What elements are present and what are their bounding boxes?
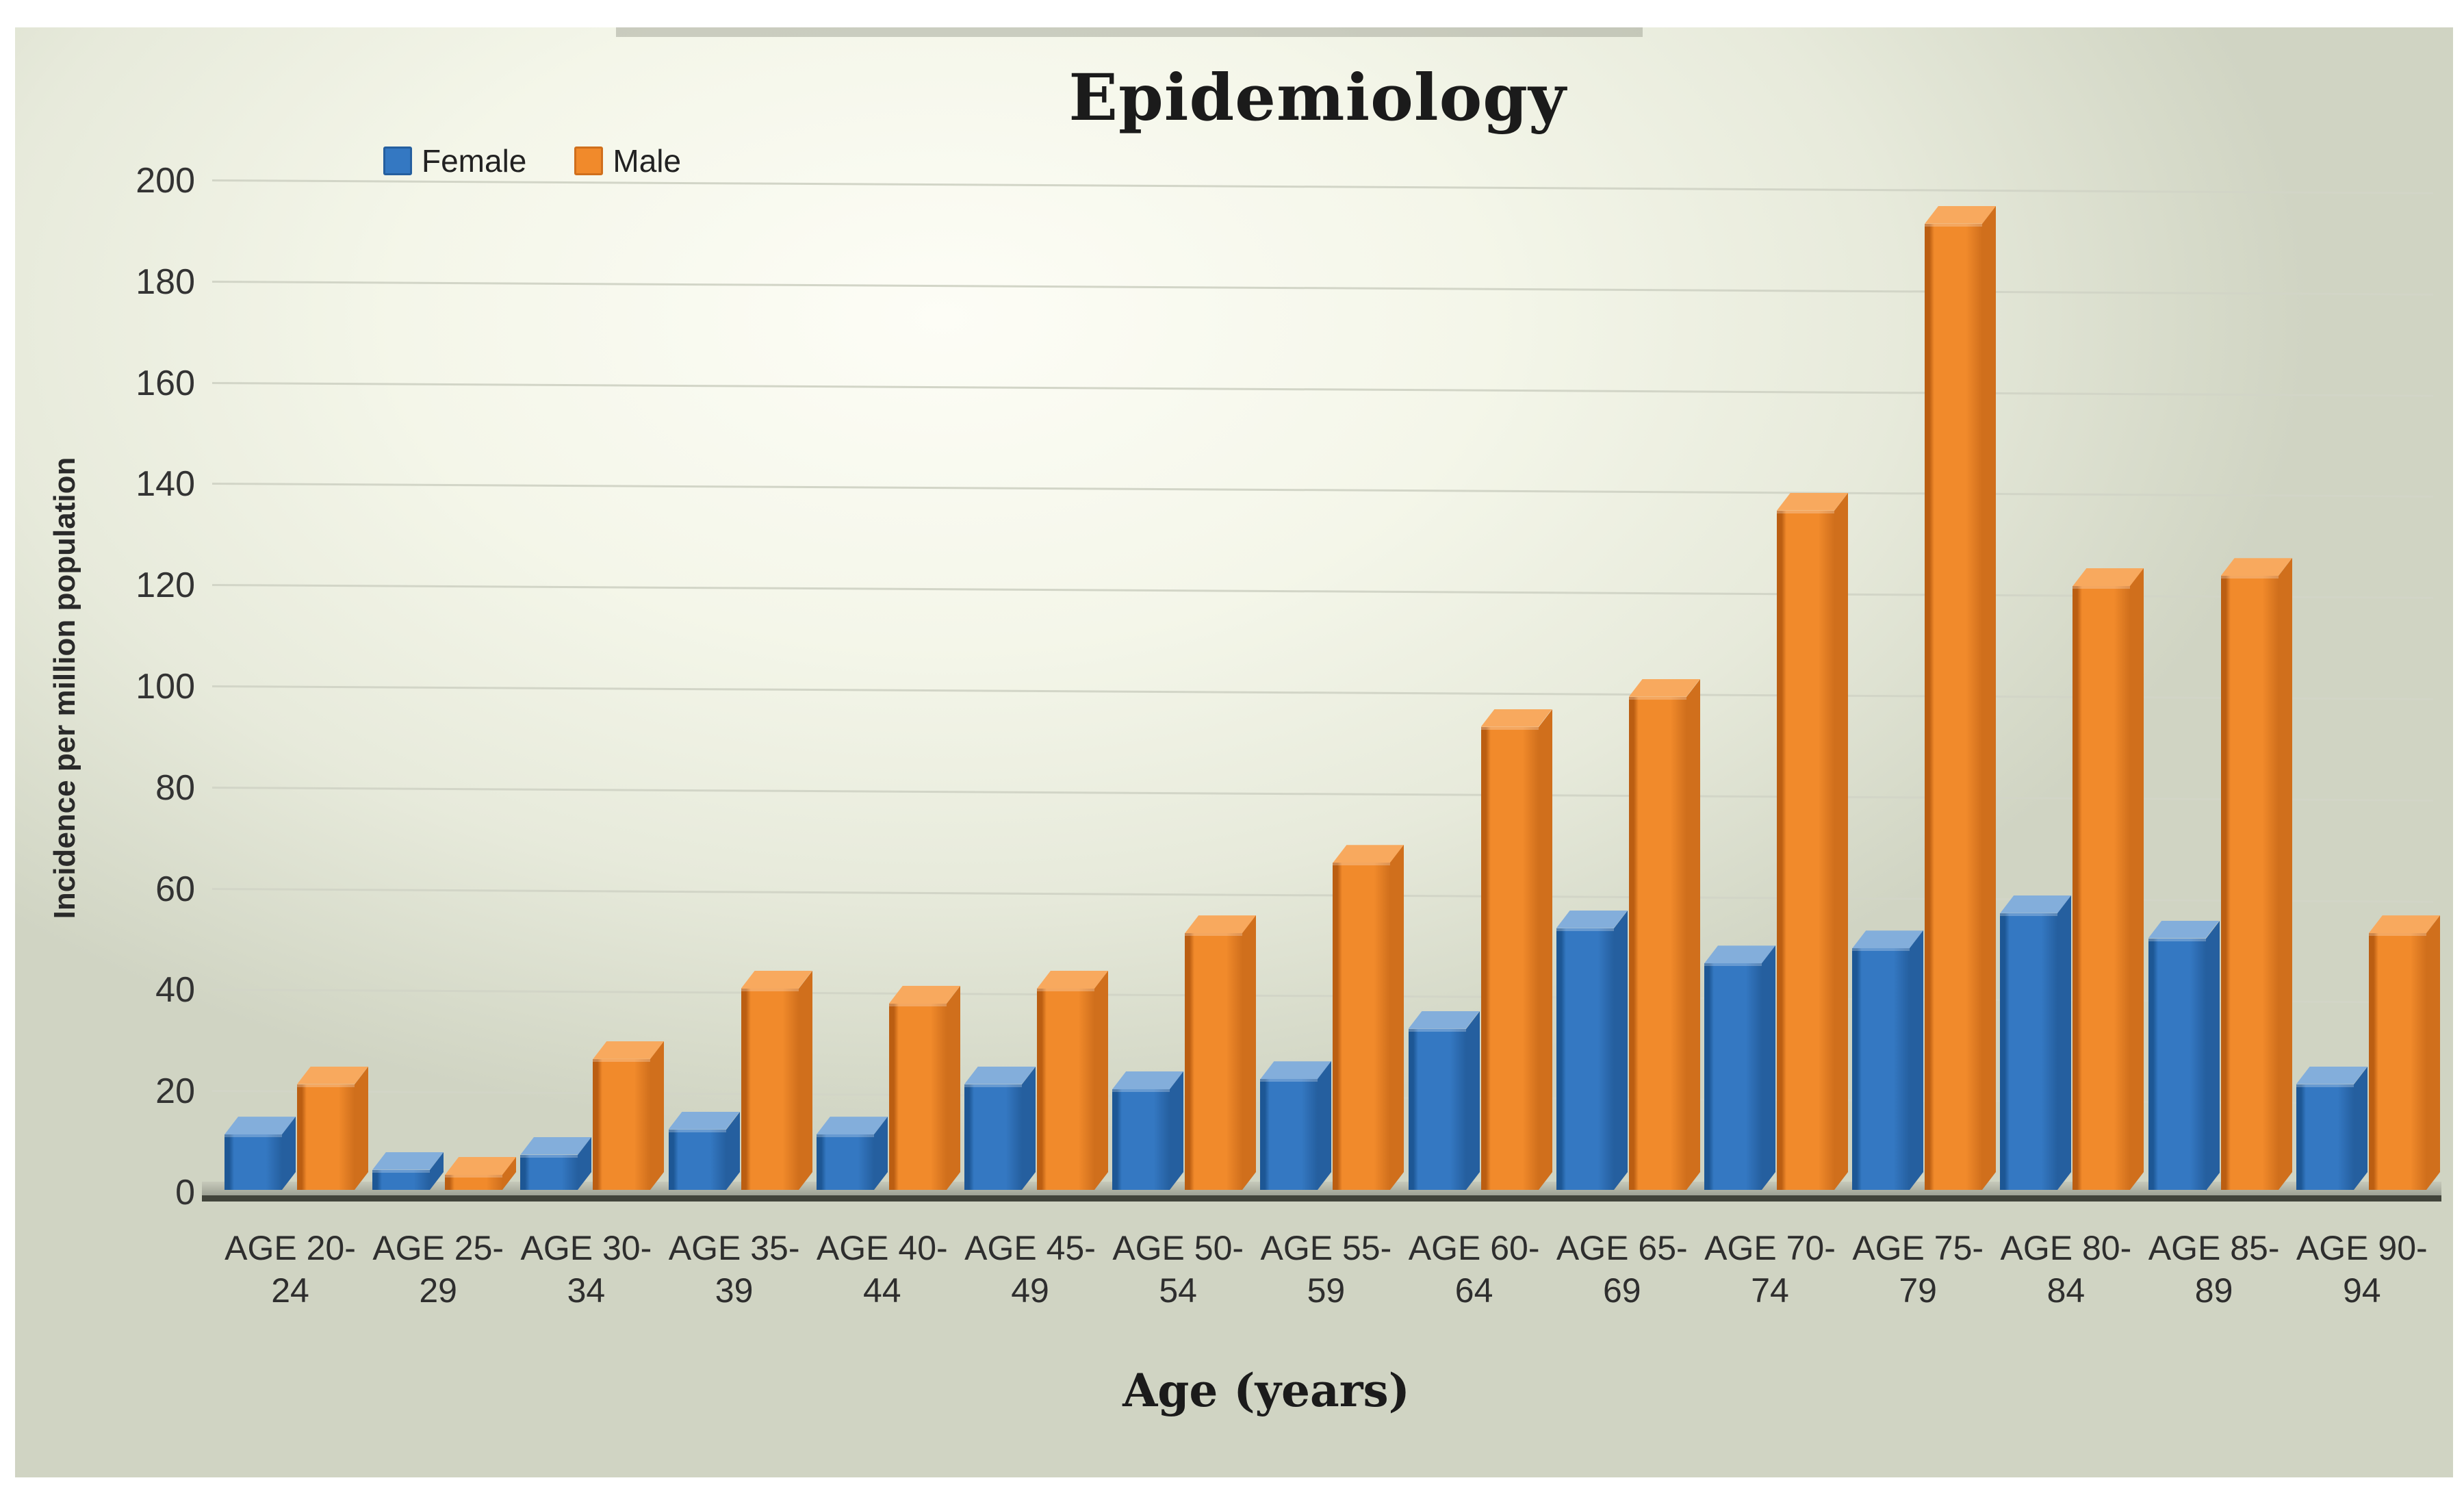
bar-male-age-30-34 [593, 1041, 665, 1190]
x-tick-label-age-35-39: AGE 35- 39 [668, 1229, 800, 1310]
photo-edge-shadow [616, 27, 1643, 37]
x-axis-title: Age (years) [1122, 1364, 1410, 1417]
y-tick-label-60: 60 [155, 869, 195, 909]
bar-female-age-65-69 [1556, 910, 1628, 1190]
bar-female-age-80-84 [2000, 895, 2072, 1190]
bar-male-age-90-94 [2368, 915, 2440, 1190]
bar-side-face [1465, 1010, 1480, 1190]
bar-male-age-60-64 [1480, 709, 1552, 1190]
bar-side-face [1390, 845, 1404, 1190]
bar-male-age-65-69 [1628, 678, 1700, 1190]
x-tick-label-age-55-59: AGE 55- 59 [1260, 1229, 1392, 1310]
bar-side-face [1318, 1061, 1332, 1190]
bar-side-face [1686, 678, 1700, 1190]
x-tick-label-age-25-29: AGE 25- 29 [372, 1229, 504, 1310]
x-tick-label-age-85-89: AGE 85- 89 [2148, 1229, 2280, 1310]
bar-side-face [650, 1041, 665, 1190]
bar-female-age-50-54 [1112, 1071, 1184, 1190]
x-tick-label-age-60-64: AGE 60- 64 [1408, 1229, 1540, 1310]
y-tick-label-120: 120 [136, 565, 195, 606]
male-color-swatch [574, 147, 604, 175]
bar-female-age-90-94 [2296, 1066, 2367, 1190]
bar-male-age-40-44 [888, 986, 960, 1190]
bar-side-face [1170, 1071, 1184, 1190]
x-tick-label-age-45-49: AGE 45- 49 [964, 1229, 1096, 1310]
x-axis-line [202, 1195, 2441, 1202]
bar-side-face [2057, 895, 2072, 1190]
bar-male-age-80-84 [2072, 568, 2144, 1190]
bar-side-face [1910, 930, 1924, 1190]
x-tick-label-age-40-44: AGE 40- 44 [816, 1229, 948, 1310]
bar-male-age-45-49 [1037, 971, 1108, 1190]
bar-male-age-50-54 [1185, 915, 1257, 1190]
y-tick-label-180: 180 [136, 262, 195, 302]
x-tick-label-age-65-69: AGE 65- 69 [1556, 1229, 1688, 1310]
bar-male-age-35-39 [741, 971, 812, 1190]
bar-side-face [1613, 910, 1628, 1190]
legend-label-female: Female [422, 143, 527, 179]
y-tick-label-160: 160 [136, 363, 195, 403]
x-tick-label-age-20-24: AGE 20- 24 [224, 1229, 356, 1310]
slide-background [15, 27, 2453, 1477]
bar-side-face [1982, 205, 1997, 1190]
y-tick-label-100: 100 [136, 667, 195, 707]
bar-side-face [2426, 915, 2440, 1190]
bar-side-face [946, 986, 960, 1190]
bar-female-age-30-34 [520, 1136, 592, 1190]
bar-female-age-70-74 [1704, 945, 1775, 1190]
bar-female-age-40-44 [816, 1117, 888, 1190]
bar-female-age-60-64 [1408, 1010, 1480, 1190]
bar-side-face [1538, 709, 1552, 1190]
chart-title: Epidemiology [1068, 60, 1567, 136]
y-tick-label-20: 20 [155, 1071, 195, 1112]
y-tick-label-140: 140 [136, 464, 195, 505]
legend: Female Male [383, 142, 681, 179]
bar-female-age-35-39 [668, 1111, 740, 1190]
bar-side-face [2130, 568, 2144, 1190]
bar-male-age-75-79 [1925, 205, 1997, 1190]
bar-female-age-75-79 [1852, 930, 1924, 1190]
bar-female-age-20-24 [224, 1117, 296, 1190]
bar-male-age-20-24 [297, 1066, 368, 1190]
female-color-swatch [383, 147, 412, 175]
bar-side-face [1242, 915, 1257, 1190]
legend-item-male: Male [574, 142, 681, 179]
bar-female-age-25-29 [372, 1152, 444, 1190]
x-tick-label-age-80-84: AGE 80- 84 [2000, 1229, 2132, 1310]
bar-male-age-25-29 [445, 1156, 517, 1190]
bar-side-face [1834, 492, 1848, 1190]
x-tick-label-age-90-94: AGE 90- 94 [2296, 1229, 2428, 1310]
bar-male-age-85-89 [2220, 558, 2292, 1190]
bar-side-face [1762, 945, 1775, 1190]
bar-female-age-45-49 [964, 1066, 1036, 1190]
x-tick-label-age-70-74: AGE 70- 74 [1704, 1229, 1836, 1310]
bar-male-age-70-74 [1777, 492, 1848, 1190]
y-tick-label-200: 200 [136, 161, 195, 201]
legend-item-female: Female [383, 142, 526, 179]
bar-side-face [2205, 920, 2220, 1190]
bar-female-age-55-59 [1260, 1061, 1332, 1190]
bar-side-face [2353, 1066, 2367, 1190]
y-tick-label-80: 80 [155, 767, 195, 808]
bar-female-age-85-89 [2148, 920, 2220, 1190]
bar-side-face [2278, 558, 2292, 1190]
bar-side-face [1094, 971, 1108, 1190]
x-tick-label-age-75-79: AGE 75- 79 [1852, 1229, 1984, 1310]
x-tick-label-age-50-54: AGE 50- 54 [1112, 1229, 1244, 1310]
bar-side-face [1022, 1066, 1036, 1190]
y-tick-label-0: 0 [175, 1173, 195, 1212]
bar-male-age-55-59 [1333, 845, 1404, 1190]
legend-label-male: Male [613, 143, 682, 179]
x-tick-label-age-30-34: AGE 30- 34 [520, 1229, 652, 1310]
bar-side-face [798, 971, 812, 1190]
y-tick-label-40: 40 [155, 970, 195, 1010]
bar-side-face [355, 1066, 368, 1190]
